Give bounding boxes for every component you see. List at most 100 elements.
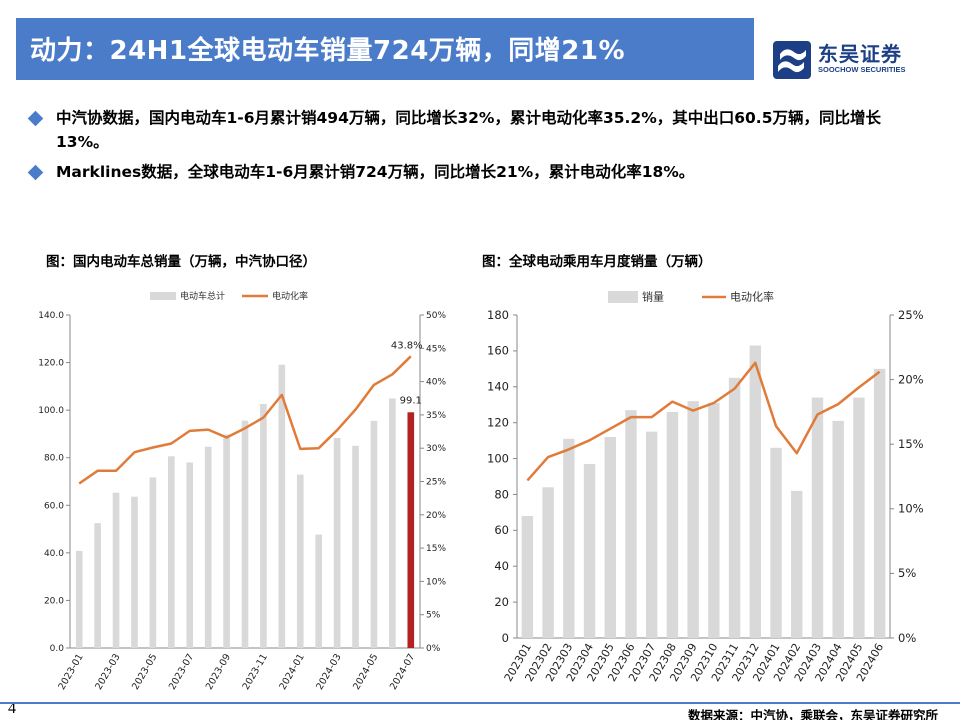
bar-2024-01: [296, 474, 304, 648]
y-left-tick-label: 140.0: [38, 311, 64, 321]
y-left-tick-label: 100.0: [38, 406, 64, 416]
chart1-title: 图：国内电动车总销量（万辆，中汽协口径）: [46, 254, 316, 270]
bullet-item: Marklines数据，全球电动车1-6月累计销724万辆，同比增长21%，累计…: [27, 160, 930, 184]
legend-bar-swatch: [150, 292, 176, 300]
y-left-tick-label: 120: [487, 416, 509, 430]
source-bar: 数据来源：中汽协，乘联会，东吴证券研究所: [0, 702, 960, 720]
bar-202303: [563, 438, 575, 638]
y-right-tick-label: 10%: [898, 502, 924, 516]
y-left-tick-label: 20.0: [44, 596, 64, 606]
bar-data-label: 99.1: [400, 395, 422, 406]
bar-202401: [770, 447, 782, 638]
x-tick-label: 2023-03: [93, 652, 122, 692]
y-left-tick-label: 160: [487, 344, 509, 358]
bar-2024-03: [333, 437, 341, 648]
y-right-tick-label: 0%: [898, 631, 916, 645]
line-data-label: 43.8%: [391, 340, 423, 351]
bar-2023-08: [204, 446, 212, 648]
x-tick-label: 2023-09: [204, 652, 233, 692]
y-right-tick-label: 15%: [426, 544, 446, 554]
y-left-tick-label: 60.0: [44, 501, 64, 511]
y-left-tick-label: 80.0: [44, 454, 64, 464]
bar-202404: [832, 420, 844, 638]
y-right-tick-label: 10%: [426, 577, 446, 587]
bar-2024-04: [352, 445, 359, 648]
y-left-tick-label: 40.0: [44, 549, 64, 559]
y-left-tick-label: 60: [494, 523, 509, 537]
y-right-tick-label: 5%: [426, 611, 441, 621]
global-ev-sales-chart: 0 20 40 60 80 100 120 140 160 180 0% 5% 10% 15% 20% 25%…: [487, 290, 924, 684]
legend-bar-swatch: [608, 291, 638, 303]
x-tick-label: 2024-05: [351, 652, 380, 692]
y-right-tick-label: 30%: [426, 444, 446, 454]
bar-202309: [687, 401, 699, 638]
y-left-tick-label: 140: [487, 380, 509, 394]
bar-202312: [749, 345, 762, 638]
bar-2023-09: [223, 434, 230, 648]
bar-2023-03: [112, 492, 120, 648]
page-number: 4: [8, 700, 16, 717]
bar-2023-10: [241, 420, 249, 648]
y-right-tick-label: 0%: [426, 644, 441, 654]
logo-english-name: SOOCHOW SECURITIES: [818, 65, 906, 74]
bar-2024-06: [389, 398, 396, 648]
x-tick-label: 2023-07: [167, 652, 196, 692]
y-left-tick-label: 0.0: [50, 644, 65, 654]
logo-chinese-name: 东吴证券: [818, 42, 902, 66]
bar-202301: [521, 515, 534, 638]
data-source: 数据来源：中汽协，乘联会，东吴证券研究所: [687, 708, 938, 720]
soochow-logo-icon: [773, 41, 811, 79]
bar-2024-05: [370, 420, 378, 648]
bar-202307: [645, 431, 658, 638]
x-tick-label: 2023-11: [241, 652, 270, 692]
y-right-tick-label: 35%: [426, 411, 446, 421]
y-right-tick-label: 45%: [426, 344, 446, 354]
domestic-ev-sales-chart: 0.0 20.0 40.0 60.0 80.0 100.0 120.0 140.0 0% 5% 10…: [38, 290, 446, 692]
legend-line-label: 电动化率: [272, 290, 308, 302]
y-right-tick-label: 25%: [426, 478, 446, 488]
diamond-bullet-icon: [27, 110, 44, 127]
bar-2024-02: [315, 534, 322, 648]
y-right-tick-label: 20%: [898, 372, 924, 386]
bar-2023-07: [186, 462, 194, 648]
bar-202304: [583, 463, 596, 638]
bar-2023-01: [75, 550, 83, 648]
legend-bar-label: 电动车总计: [180, 290, 225, 302]
bar-202302: [542, 487, 554, 638]
bullet-item: 中汽协数据，国内电动车1-6月累计销494万辆，同比增长32%，累计电动化率35…: [27, 106, 930, 154]
bar-202406: [873, 368, 886, 638]
y-left-tick-label: 100: [487, 451, 509, 465]
title-bar: 动力：24H1全球电动车销量724万辆，同增21%: [16, 18, 754, 80]
y-right-tick-label: 50%: [426, 311, 446, 321]
y-left-tick-label: 0: [502, 631, 509, 645]
bar-202305: [604, 437, 616, 638]
bar-202311: [728, 377, 741, 638]
bar-202306: [625, 410, 637, 638]
x-tick-label: 2023-01: [56, 652, 85, 692]
y-left-tick-label: 180: [487, 308, 509, 322]
bar-202402: [791, 490, 803, 638]
bar-202405: [853, 397, 865, 638]
bar-2023-05: [149, 477, 157, 648]
bar-2023-02: [94, 523, 101, 648]
bar-202310: [708, 402, 720, 638]
y-right-tick-label: 5%: [898, 566, 916, 580]
y-right-tick-label: 25%: [898, 308, 924, 322]
y-left-tick-label: 20: [494, 595, 509, 609]
ev-penetration-line: [526, 361, 881, 482]
bar-2024-07: [407, 412, 415, 648]
legend-bar-label: 销量: [642, 290, 664, 304]
x-tick-label: 2024-03: [314, 652, 343, 692]
bar-2023-11: [260, 403, 267, 648]
bar-202403: [811, 397, 824, 638]
legend-line-label: 电动化率: [730, 290, 774, 304]
page-title: 动力：24H1全球电动车销量724万辆，同增21%: [30, 36, 626, 66]
chart2-title: 图：全球电动乘用车月度销量（万辆）: [482, 254, 712, 270]
y-left-tick-label: 80: [494, 487, 509, 501]
bullet-text: 中汽协数据，国内电动车1-6月累计销494万辆，同比增长32%，累计电动化率35…: [56, 109, 881, 151]
y-left-tick-label: 40: [494, 559, 509, 573]
bar-2023-04: [131, 496, 138, 648]
bar-2023-12: [278, 364, 286, 648]
y-right-tick-label: 40%: [426, 378, 446, 388]
y-right-tick-label: 15%: [898, 437, 924, 451]
